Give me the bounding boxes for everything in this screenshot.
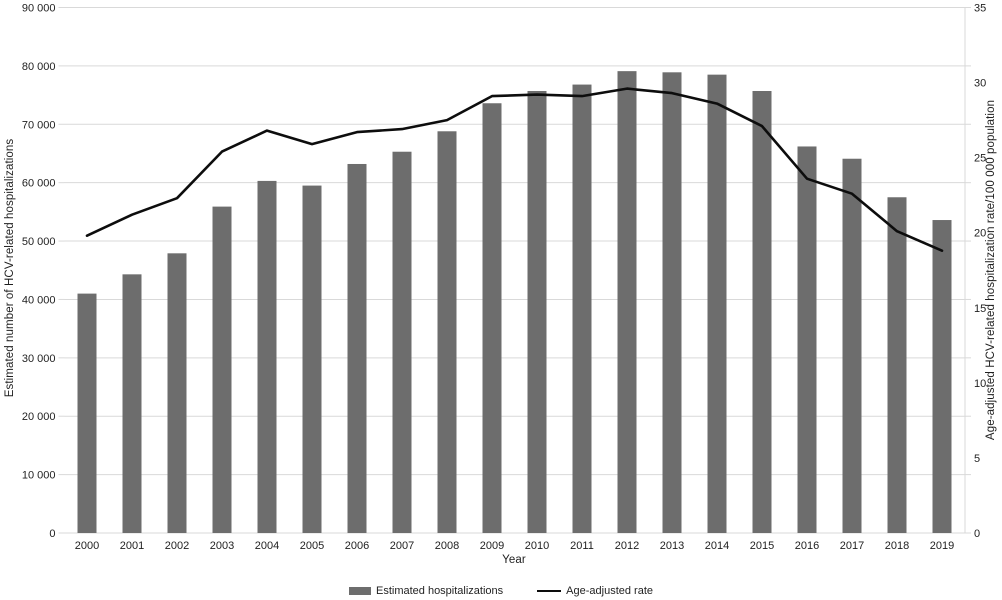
bar-2017	[842, 158, 862, 533]
x-axis-tick-label: 2008	[435, 540, 459, 552]
right-axis-tick-label: 5	[974, 453, 980, 465]
left-axis-tick-label: 60 000	[22, 178, 56, 190]
bar-2002	[167, 253, 187, 534]
legend-entry-line: Age-adjusted rate	[537, 585, 653, 597]
x-axis-tick-label: 2011	[570, 540, 594, 552]
right-axis-tick-label: 10	[974, 378, 986, 390]
bar-2004	[257, 180, 277, 534]
x-axis-tick-label: 2013	[660, 540, 684, 552]
x-axis-tick-label: 2016	[795, 540, 819, 552]
x-axis-tick-label: 2004	[255, 540, 279, 552]
left-axis-tick-label: 90 000	[22, 3, 56, 15]
bar-2016	[797, 146, 817, 533]
bar-2006	[347, 163, 367, 533]
x-axis-tick-label: 2018	[885, 540, 909, 552]
bar-2019	[932, 220, 952, 533]
x-axis-tick-label: 2001	[120, 540, 144, 552]
right-axis-tick-label: 20	[974, 228, 986, 240]
legend: Estimated hospitalizations Age-adjusted …	[0, 585, 1002, 597]
x-axis-tick-label: 2009	[480, 540, 504, 552]
bar-2018	[887, 197, 907, 533]
right-axis-tick-label: 35	[974, 3, 986, 15]
bar-2008	[437, 131, 457, 534]
x-axis-tick-label: 2012	[615, 540, 639, 552]
legend-entry-bars: Estimated hospitalizations	[348, 585, 504, 597]
right-axis-tick-label: 30	[974, 78, 986, 90]
x-axis-tick-label: 2010	[525, 540, 549, 552]
bar-2003	[212, 206, 232, 533]
x-axis-tick-label: 2006	[345, 540, 369, 552]
left-axis-tick-label: 80 000	[22, 61, 56, 73]
left-axis-tick-label: 50 000	[22, 236, 56, 248]
right-axis-tick-label: 0	[974, 528, 980, 540]
x-axis-tick-label: 2002	[165, 540, 189, 552]
right-axis-title: Age-adjusted HCV-related hospitalization…	[985, 99, 997, 441]
right-axis-tick-label: 25	[974, 153, 986, 165]
left-axis-tick-label: 30 000	[22, 353, 56, 365]
bar-2014	[707, 74, 727, 534]
bar-2013	[662, 72, 682, 533]
bar-2001	[122, 274, 142, 533]
left-axis-tick-label: 70 000	[22, 119, 56, 131]
bar-2010	[527, 90, 547, 534]
left-axis-title: Estimated number of HCV-related hospital…	[4, 138, 16, 398]
right-axis-tick-label: 15	[974, 303, 986, 315]
x-axis-tick-label: 2007	[390, 540, 414, 552]
x-axis-tick-label: 2015	[750, 540, 774, 552]
bar-2015	[752, 90, 772, 534]
left-axis-tick-label: 40 000	[22, 294, 56, 306]
left-axis-tick-label: 0	[49, 528, 55, 540]
left-axis-tick-label: 10 000	[22, 470, 56, 482]
legend-bar-label: Estimated hospitalizations	[375, 585, 504, 597]
bar-2009	[482, 103, 502, 533]
bar-2011	[572, 84, 592, 533]
x-axis-tick-label: 2000	[75, 540, 99, 552]
x-axis-title: Year	[502, 554, 526, 566]
left-axis-tick-label: 20 000	[22, 411, 56, 423]
x-axis-tick-label: 2003	[210, 540, 234, 552]
line-series-swatch-icon	[537, 590, 562, 592]
x-axis-tick-label: 2019	[930, 540, 954, 552]
bar-2012	[617, 71, 637, 533]
x-axis-tick-label: 2014	[705, 540, 729, 552]
x-axis-tick-label: 2005	[300, 540, 324, 552]
rate-line	[85, 87, 944, 252]
bar-2000	[77, 293, 97, 533]
bar-series-swatch-icon	[348, 587, 371, 595]
x-axis-tick-label: 2017	[840, 540, 864, 552]
bar-2007	[392, 151, 412, 533]
legend-line-label: Age-adjusted rate	[566, 585, 654, 597]
bar-2005	[302, 185, 322, 533]
